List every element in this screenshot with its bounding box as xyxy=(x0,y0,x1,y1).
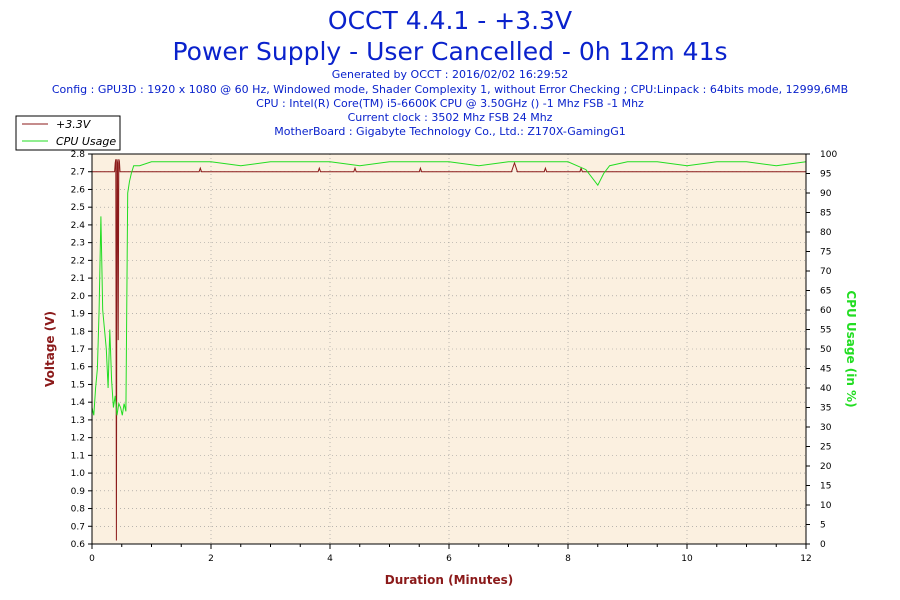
generated-info: Generated by OCCT : 2016/02/02 16:29:52 xyxy=(331,68,569,81)
y-right-tick-label: 15 xyxy=(820,482,831,492)
y-left-tick-label: 1.3 xyxy=(71,416,85,426)
y-left-tick-label: 1.0 xyxy=(71,469,86,479)
y-right-tick-label: 75 xyxy=(820,248,831,258)
y-left-tick-label: 0.6 xyxy=(71,540,86,550)
x-tick-label: 8 xyxy=(565,554,571,564)
y-right-tick-label: 85 xyxy=(820,209,831,219)
series-line-voltage xyxy=(92,159,806,541)
y-left-tick-label: 0.8 xyxy=(71,505,86,515)
y-left-tick-label: 2.2 xyxy=(71,256,85,266)
x-tick-label: 10 xyxy=(681,554,693,564)
config-info: Config : GPU3D : 1920 x 1080 @ 60 Hz, Wi… xyxy=(51,83,849,96)
y-right-tick-label: 95 xyxy=(820,170,831,180)
axis-ticks: 0.6 0.7 0.8 0.9 1.0 1.1 1.2 1.3 1.4 1.5 1.6 1.7 1.8 1… xyxy=(71,150,838,564)
y-right-tick-label: 30 xyxy=(820,423,832,433)
y-left-tick-label: 2.8 xyxy=(71,150,86,160)
chart-title-line2: Power Supply - User Cancelled - 0h 12m 4… xyxy=(172,37,728,66)
y-left-tick-label: 1.9 xyxy=(71,310,86,320)
y-left-tick-label: 2.5 xyxy=(71,203,85,213)
y-left-tick-label: 2.7 xyxy=(71,168,85,178)
y-right-tick-label: 10 xyxy=(820,501,832,511)
legend-label-voltage: +3.3V xyxy=(56,118,92,131)
y-left-tick-label: 2.1 xyxy=(71,274,85,284)
y-left-tick-label: 1.4 xyxy=(71,398,86,408)
legend-label-cpu: CPU Usage xyxy=(56,135,116,148)
y-right-tick-label: 0 xyxy=(820,540,826,550)
y-axis-left-title: Voltage (V) xyxy=(43,311,57,387)
y-right-tick-label: 55 xyxy=(820,326,831,336)
y-right-tick-label: 90 xyxy=(820,189,832,199)
cpu-info: CPU : Intel(R) Core(TM) i5-6600K CPU @ 3… xyxy=(256,97,644,110)
y-left-tick-label: 2.6 xyxy=(71,185,86,195)
x-tick-label: 2 xyxy=(208,554,214,564)
y-right-tick-label: 20 xyxy=(820,462,832,472)
y-left-tick-label: 1.1 xyxy=(71,451,85,461)
y-right-tick-label: 35 xyxy=(820,404,831,414)
series-lines xyxy=(91,159,807,541)
chart-title-line1: OCCT 4.4.1 - +3.3V xyxy=(327,6,573,35)
y-axis-right-title: CPU Usage (in %) xyxy=(844,290,858,407)
y-left-tick-label: 1.7 xyxy=(71,345,85,355)
y-right-tick-label: 45 xyxy=(820,365,831,375)
x-tick-label: 12 xyxy=(800,554,811,564)
clock-info: Current clock : 3502 Mhz FSB 24 Mhz xyxy=(347,111,553,124)
y-right-tick-label: 80 xyxy=(820,228,832,238)
y-left-tick-label: 0.7 xyxy=(71,522,85,532)
motherboard-info: MotherBoard : Gigabyte Technology Co., L… xyxy=(274,125,626,138)
x-axis-title: Duration (Minutes) xyxy=(385,573,513,587)
y-right-tick-label: 65 xyxy=(820,287,831,297)
y-left-tick-label: 0.9 xyxy=(71,487,86,497)
plot-frame xyxy=(91,153,807,545)
x-tick-label: 0 xyxy=(89,554,95,564)
x-tick-label: 6 xyxy=(446,554,452,564)
y-left-tick-label: 2.3 xyxy=(71,239,85,249)
y-right-tick-label: 5 xyxy=(820,521,826,531)
y-right-tick-label: 25 xyxy=(820,443,831,453)
y-left-tick-label: 1.5 xyxy=(71,380,85,390)
y-right-tick-label: 100 xyxy=(820,150,837,160)
series-line-cpu-usage xyxy=(91,161,807,416)
y-right-tick-label: 70 xyxy=(820,267,832,277)
y-left-tick-label: 1.8 xyxy=(71,327,86,337)
y-left-tick-label: 1.6 xyxy=(71,363,86,373)
x-tick-label: 4 xyxy=(327,554,333,564)
legend-box xyxy=(15,115,121,151)
y-right-tick-label: 60 xyxy=(820,306,832,316)
y-left-tick-label: 2.0 xyxy=(71,292,86,302)
y-right-tick-label: 40 xyxy=(820,384,832,394)
y-left-tick-label: 2.4 xyxy=(71,221,86,231)
legend: +3.3V CPU Usage xyxy=(15,115,121,151)
y-right-tick-label: 50 xyxy=(820,345,832,355)
y-left-tick-label: 1.2 xyxy=(71,434,85,444)
